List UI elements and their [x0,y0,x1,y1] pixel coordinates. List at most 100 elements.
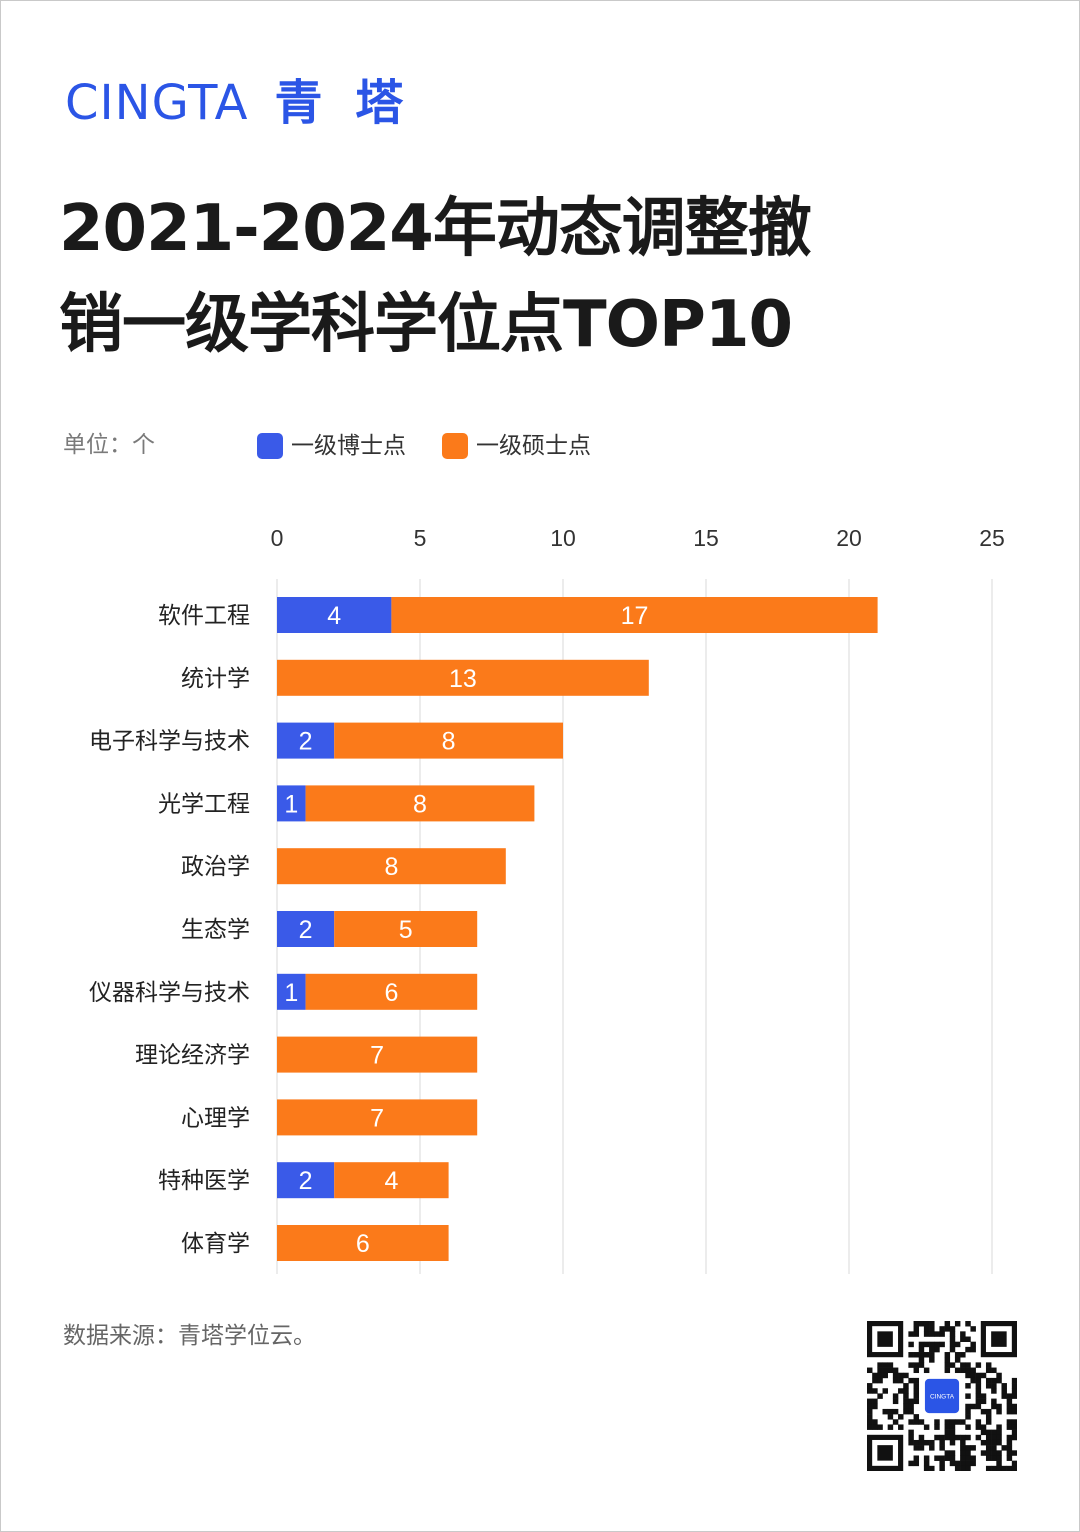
qr-module [867,1424,873,1430]
qr-module [913,1326,920,1332]
qr-module [944,1455,951,1461]
qr-module [949,1336,956,1342]
qr-module [923,1352,930,1358]
x-tick-label: 15 [693,525,719,551]
qr-module [877,1372,883,1379]
bar-data-label: 4 [384,1167,398,1195]
qr-module [960,1367,966,1374]
qr-module [949,1346,956,1353]
qr-module [1011,1383,1017,1389]
qr-module [975,1377,982,1384]
qr-module [903,1393,909,1399]
qr-module [1011,1403,1017,1410]
bar-segment [334,911,478,947]
qr-center-label: CINGTA [930,1394,955,1401]
qr-module [970,1372,976,1379]
qr-module [908,1460,914,1467]
qr-module [908,1331,914,1337]
qr-module [970,1445,976,1451]
qr-module [960,1455,966,1461]
qr-module [975,1424,982,1430]
qr-module [991,1429,997,1436]
qr-module [929,1445,935,1451]
bar-data-label: 8 [384,853,398,881]
qr-module [867,1398,873,1405]
qr-module [923,1367,930,1374]
qr-module [991,1445,997,1451]
qr-module [960,1336,966,1342]
qr-module [867,1403,873,1410]
bar-data-label: 6 [384,979,398,1007]
qr-module [980,1429,987,1436]
qr-module [872,1398,878,1405]
qr-module [913,1445,920,1451]
qr-module [929,1346,935,1353]
qr-module [965,1455,971,1461]
legend-label-master: 一级硕士点 [476,433,591,459]
qr-module [918,1352,925,1358]
qr-module [929,1321,935,1327]
qr-module [975,1372,982,1379]
bar-segment [277,848,506,885]
qr-module [1011,1377,1017,1384]
qr-module [918,1341,925,1348]
qr-module [996,1377,1002,1384]
qr-module [918,1419,925,1425]
qr-module [980,1393,987,1399]
legend-label-doctoral: 一级博士点 [291,433,406,459]
bar-segment [277,973,306,1010]
qr-module [872,1403,878,1410]
qr-module [913,1383,920,1389]
qr-module [882,1408,888,1415]
qr-module [980,1398,987,1405]
qr-module [887,1424,894,1430]
qr-module [996,1372,1002,1379]
qr-module [1001,1388,1007,1394]
qr-module [1011,1429,1017,1436]
qr-module [960,1352,966,1358]
bar-segment [277,659,649,696]
qr-module [913,1455,920,1461]
qr-module [965,1393,971,1399]
category-label: 心理学 [181,1105,250,1131]
bar-segment [391,597,878,633]
qr-module [991,1455,997,1461]
qr-module [908,1362,914,1368]
qr-module [944,1352,951,1358]
qr-module [970,1341,976,1348]
qr-module [908,1403,914,1410]
qr-module [970,1403,976,1410]
qr-module [882,1388,888,1394]
qr-module [975,1403,982,1410]
bar-segment [277,1036,478,1073]
category-label: 仪器科学与技术 [89,980,250,1006]
qr-module [954,1367,961,1374]
qr-module [965,1414,971,1420]
qr-module [985,1362,992,1368]
qr-module [985,1434,992,1441]
bar-data-label: 2 [299,916,313,944]
qr-module [991,1465,997,1471]
qr-module [929,1465,935,1471]
qr-module [944,1429,951,1436]
qr-module [892,1367,899,1374]
qr-module [960,1439,966,1446]
bar-data-label: 2 [299,1167,313,1195]
qr-module [965,1434,971,1441]
bar-data-label: 8 [442,728,456,756]
bar-segment [334,1162,449,1199]
qr-module [1006,1445,1013,1451]
qr-module [954,1465,961,1471]
qr-module [991,1383,997,1389]
qr-module [960,1434,966,1441]
qr-module [939,1465,945,1471]
qr-module [923,1460,930,1467]
qr-module [929,1331,935,1337]
legend-item-doctoral: 一级博士点 [257,431,406,461]
qr-module [1006,1439,1013,1446]
qr-module [923,1424,930,1430]
qr-module [960,1331,966,1337]
qr-module [939,1434,945,1441]
bar-segment [277,1162,335,1199]
qr-module [949,1460,956,1467]
